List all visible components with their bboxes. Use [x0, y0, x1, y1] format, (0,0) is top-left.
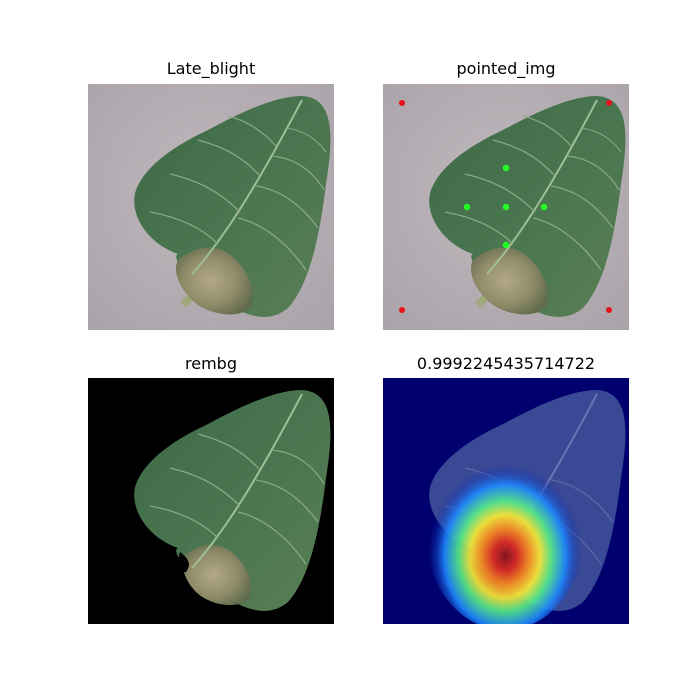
panel-title-score: 0.9992245435714722 [416, 354, 596, 373]
point-marker-bottom [502, 241, 510, 249]
panel-title-original: Late_blight [166, 59, 256, 78]
rembg-leaf-image [88, 378, 334, 624]
pointed-leaf-image [383, 84, 629, 330]
gradcam-heatmap-image [383, 378, 629, 624]
panel-title-rembg: rembg [185, 354, 237, 373]
point-marker-left [463, 203, 471, 211]
corner-marker-top-right [606, 100, 612, 106]
point-markers [463, 164, 548, 249]
point-marker-center [502, 203, 510, 211]
corner-marker-top-left [399, 100, 405, 106]
point-marker-right [540, 203, 548, 211]
corner-markers [399, 100, 612, 313]
corner-marker-bottom-left [399, 307, 405, 313]
original-leaf-image [88, 84, 334, 330]
corner-marker-bottom-right [606, 307, 612, 313]
panel-title-pointed: pointed_img [456, 59, 556, 78]
point-marker-top [502, 164, 510, 172]
heatmap-hotspot [427, 446, 583, 624]
